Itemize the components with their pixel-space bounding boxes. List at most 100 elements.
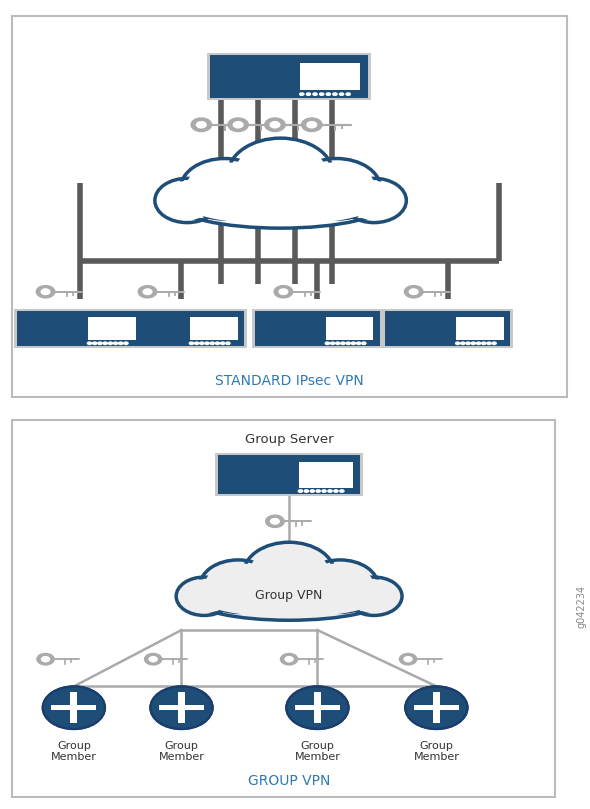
Circle shape (123, 341, 129, 345)
Circle shape (209, 341, 215, 345)
Circle shape (97, 341, 103, 345)
Circle shape (280, 653, 299, 666)
FancyBboxPatch shape (159, 705, 204, 710)
Circle shape (215, 341, 220, 345)
Circle shape (455, 341, 460, 345)
Circle shape (113, 341, 119, 345)
Circle shape (232, 121, 244, 129)
FancyBboxPatch shape (300, 62, 360, 91)
Circle shape (189, 341, 194, 345)
Circle shape (228, 138, 333, 210)
Text: Group VPN: Group VPN (255, 589, 323, 602)
Circle shape (332, 92, 337, 96)
Circle shape (35, 285, 55, 299)
Circle shape (346, 577, 402, 616)
Circle shape (41, 288, 51, 295)
Circle shape (227, 117, 249, 132)
FancyBboxPatch shape (210, 55, 368, 98)
FancyBboxPatch shape (314, 693, 321, 723)
Circle shape (399, 653, 417, 666)
Circle shape (274, 285, 293, 299)
Circle shape (345, 341, 351, 345)
Circle shape (315, 489, 321, 493)
FancyBboxPatch shape (382, 309, 513, 348)
Circle shape (470, 341, 476, 345)
Circle shape (404, 656, 413, 663)
Circle shape (87, 341, 92, 345)
Circle shape (339, 489, 345, 493)
Circle shape (349, 579, 399, 613)
Circle shape (333, 489, 339, 493)
Text: GROUP VPN: GROUP VPN (248, 774, 330, 789)
Circle shape (299, 92, 304, 96)
Circle shape (324, 341, 330, 345)
Circle shape (284, 656, 294, 663)
FancyBboxPatch shape (326, 317, 373, 340)
FancyBboxPatch shape (299, 462, 353, 488)
FancyBboxPatch shape (119, 311, 244, 346)
Circle shape (319, 92, 324, 96)
Circle shape (466, 341, 471, 345)
Circle shape (137, 285, 158, 299)
Circle shape (181, 159, 268, 219)
Circle shape (327, 489, 333, 493)
Circle shape (159, 181, 215, 220)
FancyBboxPatch shape (51, 705, 96, 710)
Circle shape (102, 341, 108, 345)
Ellipse shape (184, 182, 377, 225)
FancyBboxPatch shape (88, 317, 136, 340)
Circle shape (309, 489, 315, 493)
Ellipse shape (175, 179, 386, 228)
Circle shape (41, 656, 50, 663)
Circle shape (142, 288, 153, 295)
Circle shape (42, 686, 105, 729)
Circle shape (155, 178, 219, 222)
FancyBboxPatch shape (12, 421, 555, 797)
Circle shape (118, 341, 123, 345)
Circle shape (204, 341, 210, 345)
Circle shape (249, 546, 329, 601)
Circle shape (186, 162, 263, 215)
Circle shape (265, 515, 285, 528)
Circle shape (405, 686, 467, 729)
Circle shape (326, 92, 331, 96)
Circle shape (342, 178, 407, 222)
FancyBboxPatch shape (116, 309, 247, 348)
Circle shape (306, 563, 374, 609)
Text: Group
Member: Group Member (294, 741, 340, 762)
Circle shape (339, 92, 345, 96)
Circle shape (286, 686, 349, 729)
Circle shape (199, 341, 205, 345)
Circle shape (196, 121, 207, 129)
Ellipse shape (207, 169, 354, 220)
Circle shape (486, 341, 491, 345)
Circle shape (176, 577, 232, 616)
Circle shape (144, 653, 162, 666)
FancyBboxPatch shape (207, 53, 371, 100)
Circle shape (149, 656, 158, 663)
Circle shape (330, 341, 336, 345)
FancyBboxPatch shape (14, 309, 145, 348)
Circle shape (404, 285, 424, 299)
FancyBboxPatch shape (255, 311, 380, 346)
Circle shape (356, 341, 362, 345)
FancyBboxPatch shape (295, 705, 340, 710)
Circle shape (270, 518, 280, 525)
Circle shape (346, 181, 402, 220)
Circle shape (270, 121, 280, 129)
Circle shape (306, 121, 317, 129)
Circle shape (204, 563, 272, 609)
Text: g042234: g042234 (576, 585, 586, 629)
Circle shape (200, 560, 276, 612)
Circle shape (302, 560, 378, 612)
FancyBboxPatch shape (70, 693, 77, 723)
Circle shape (312, 92, 318, 96)
FancyBboxPatch shape (433, 693, 440, 723)
Ellipse shape (221, 569, 357, 614)
FancyBboxPatch shape (17, 311, 142, 346)
Ellipse shape (201, 580, 377, 617)
FancyBboxPatch shape (190, 317, 238, 340)
Circle shape (306, 92, 312, 96)
Circle shape (298, 162, 376, 215)
Text: Group
Member: Group Member (159, 741, 204, 762)
